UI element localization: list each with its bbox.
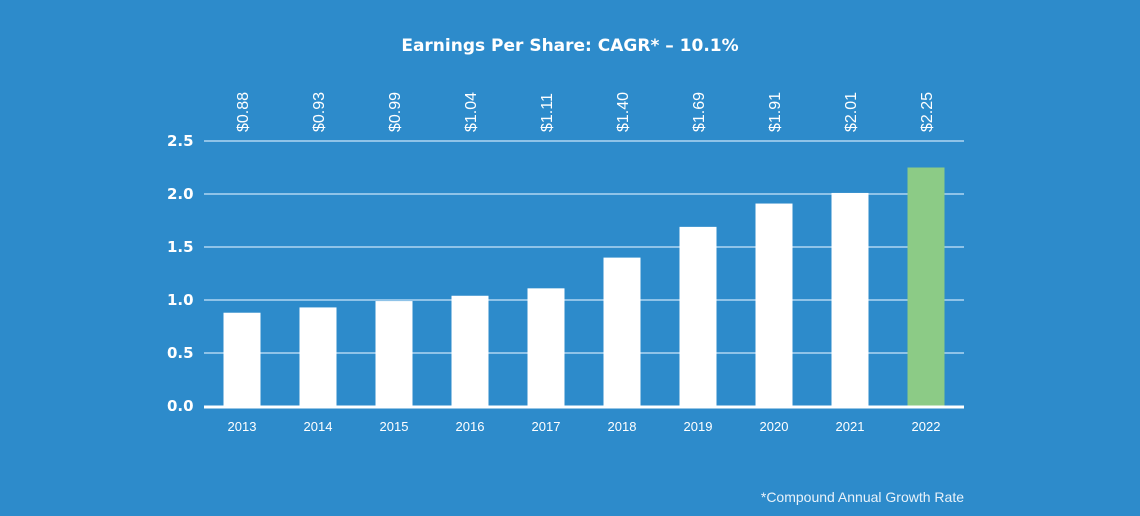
x-tick-label: 2018 bbox=[608, 419, 637, 434]
x-tick-label: 2016 bbox=[456, 419, 485, 434]
x-tick-label: 2014 bbox=[304, 419, 333, 434]
y-tick-label: 1.0 bbox=[167, 291, 194, 309]
y-tick-label: 2.0 bbox=[167, 185, 194, 203]
y-tick-label: 0.0 bbox=[167, 397, 194, 415]
chart-title: Earnings Per Share: CAGR* – 10.1% bbox=[401, 36, 739, 56]
data-label: $2.25 bbox=[919, 92, 936, 132]
data-label: $1.11 bbox=[539, 93, 556, 132]
data-label: $1.40 bbox=[615, 92, 632, 132]
data-label: $0.99 bbox=[387, 92, 404, 132]
x-tick-label: 2021 bbox=[836, 419, 865, 434]
y-tick-label: 0.5 bbox=[167, 344, 194, 362]
data-label: $0.88 bbox=[235, 92, 252, 132]
data-label: $1.69 bbox=[691, 92, 708, 132]
y-tick-label: 2.5 bbox=[167, 132, 194, 150]
bar-2022 bbox=[907, 167, 945, 406]
data-label: $2.01 bbox=[843, 92, 860, 132]
data-label: $1.04 bbox=[463, 92, 480, 132]
x-tick-label: 2013 bbox=[228, 419, 257, 434]
data-label: $1.91 bbox=[767, 92, 784, 132]
bar-2019 bbox=[679, 226, 717, 406]
footnote: *Compound Annual Growth Rate bbox=[760, 489, 964, 505]
x-tick-label: 2020 bbox=[760, 419, 789, 434]
x-tick-label: 2022 bbox=[912, 419, 941, 434]
x-tick-label: 2019 bbox=[684, 419, 713, 434]
x-tick-label: 2017 bbox=[532, 419, 561, 434]
bar-2013 bbox=[223, 312, 261, 406]
bar-2020 bbox=[755, 203, 793, 406]
x-tick-label: 2015 bbox=[380, 419, 409, 434]
bar-2016 bbox=[451, 295, 489, 406]
data-label: $0.93 bbox=[311, 92, 328, 132]
bar-2017 bbox=[527, 288, 565, 406]
bar-2014 bbox=[299, 307, 337, 406]
bar-2015 bbox=[375, 301, 413, 406]
bar-2021 bbox=[831, 192, 869, 406]
bar-2018 bbox=[603, 257, 641, 406]
y-tick-label: 1.5 bbox=[167, 238, 194, 256]
